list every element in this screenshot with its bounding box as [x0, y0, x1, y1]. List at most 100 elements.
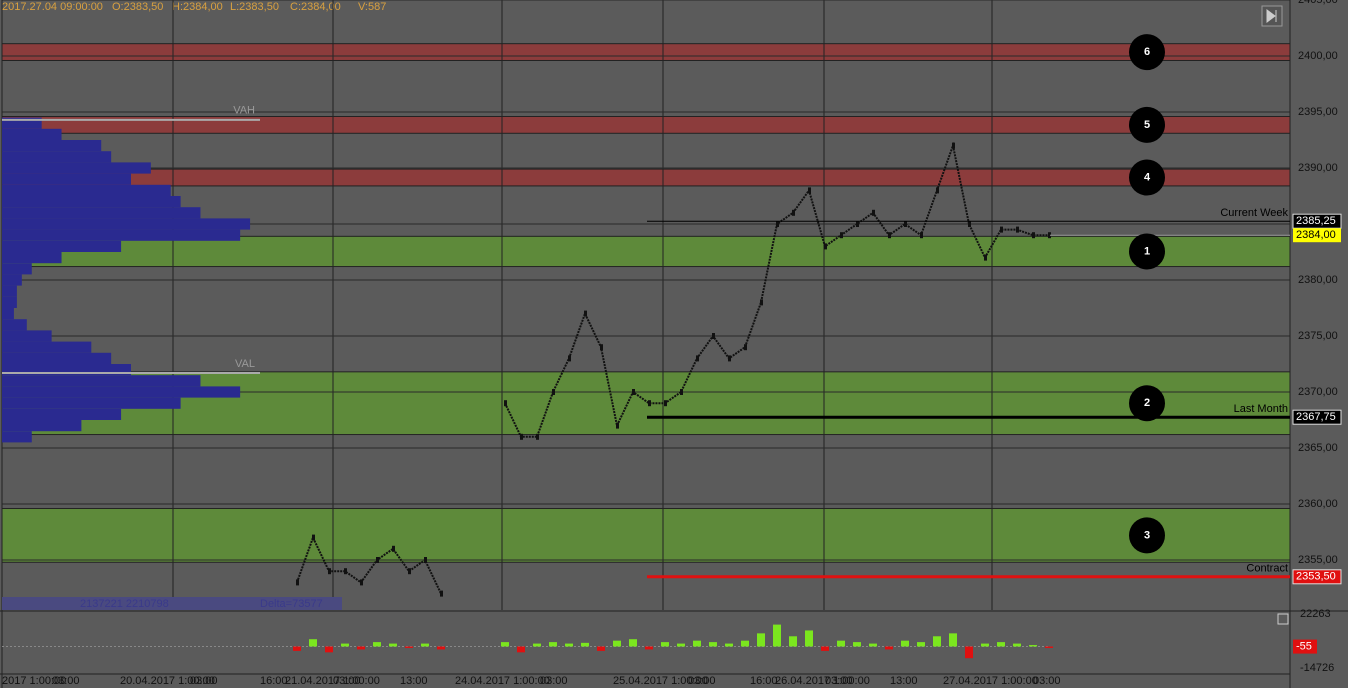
- delta-bar: [837, 640, 845, 647]
- delta-bar: [325, 646, 333, 653]
- profile-bar: [2, 151, 112, 163]
- price-bar: [536, 433, 539, 440]
- delta-bar: [533, 643, 541, 647]
- price-bar: [744, 344, 747, 351]
- delta-bar: [725, 643, 733, 647]
- profile-bar: [2, 196, 181, 208]
- zone-label: 2: [1144, 397, 1150, 409]
- price-bar: [776, 221, 779, 227]
- delta-bar: [693, 640, 701, 647]
- x-tick-label: 26.04.2017 1:00:00: [775, 675, 870, 687]
- price-bar: [840, 232, 843, 239]
- header-date: 2017.27.04 09:00:00: [2, 1, 103, 13]
- profile-bar: [2, 408, 122, 420]
- delta-bar: [373, 642, 381, 647]
- header-volume: V:587: [358, 1, 386, 13]
- price-bar: [408, 568, 411, 575]
- delta-bar: [613, 640, 621, 647]
- header: 2017.27.04 09:00:00 O:2383,50 H:2384,00 …: [2, 1, 386, 13]
- x-tick-label: 20.04.2017 1:00:00: [120, 675, 215, 687]
- y-tick-label: 2375,00: [1298, 330, 1338, 342]
- delta-bar: [309, 639, 317, 647]
- profile-bar: [2, 128, 62, 140]
- price-bar: [712, 333, 715, 339]
- delta-bar: [1013, 643, 1021, 647]
- price-tag: [1292, 569, 1342, 585]
- profile-bar: [2, 431, 32, 443]
- vah-label: VAH: [233, 105, 255, 117]
- y-tick-label: 2400,00: [1298, 50, 1338, 62]
- price-line: [296, 534, 442, 595]
- delta-bar: [997, 642, 1005, 647]
- level-name: Last Month: [1234, 403, 1288, 415]
- delta-bar: [437, 646, 445, 650]
- profile-bar: [2, 375, 201, 387]
- zone-label: 5: [1144, 119, 1150, 131]
- price-bar: [328, 568, 331, 575]
- profile-bar: [2, 319, 27, 331]
- val-label: VAL: [235, 358, 255, 370]
- delta-bar: [821, 646, 829, 651]
- price-bar: [792, 209, 795, 216]
- delta-bar: [677, 643, 685, 647]
- header-low: L:2383,50: [230, 1, 279, 13]
- zone-marker: [1129, 233, 1165, 270]
- delta-bar: [517, 646, 525, 653]
- level-name: Current Week: [1220, 207, 1288, 219]
- profile-bar: [2, 240, 122, 252]
- profile-bar: [2, 308, 14, 320]
- zone: [1, 168, 1291, 187]
- delta-bar: [901, 640, 909, 647]
- price-bar: [728, 355, 731, 362]
- profile-bar: [2, 229, 241, 241]
- delta-bar: [981, 643, 989, 647]
- profile-bar: [2, 184, 171, 196]
- price-bar: [824, 243, 827, 250]
- x-tick-label: 13:00: [890, 675, 918, 687]
- price-bar: [344, 568, 347, 575]
- zone-marker: [1129, 385, 1165, 422]
- price-tag: [1292, 409, 1342, 425]
- zone-label: 4: [1144, 171, 1151, 183]
- profile-bar: [2, 420, 82, 432]
- price-bar: [696, 355, 699, 362]
- delta-bar: [1045, 646, 1053, 648]
- header-close: C:2384,00: [290, 1, 341, 13]
- zone: [1, 507, 1291, 563]
- price-bar: [648, 400, 651, 407]
- y-tick-label: 2390,00: [1298, 162, 1338, 174]
- profile-bar: [2, 341, 92, 353]
- price-bar: [904, 221, 907, 227]
- delta-close-button[interactable]: [1277, 613, 1289, 625]
- y-tick-label: 2355,00: [1298, 554, 1338, 566]
- price-bar: [968, 221, 971, 227]
- delta-bar: [293, 646, 301, 651]
- delta-bar: [709, 642, 717, 647]
- price-tag-label: 2385,25: [1296, 215, 1336, 227]
- price-bar: [664, 400, 667, 407]
- price-bar: [1016, 226, 1019, 233]
- y-tick-label: 2395,00: [1298, 106, 1338, 118]
- delta-bar: [597, 646, 605, 651]
- price-tag: [1293, 228, 1341, 243]
- profile-bar: [2, 117, 42, 129]
- zone-marker: [1129, 34, 1165, 71]
- delta-bar: [405, 646, 413, 648]
- zone-label: 6: [1144, 46, 1150, 58]
- y-tick-label: 2365,00: [1298, 442, 1338, 454]
- price-bar: [920, 232, 923, 239]
- delta-bar: [1029, 645, 1037, 647]
- price-bar: [600, 344, 603, 351]
- delta-bar: [965, 646, 973, 659]
- x-tick-label: 03:00: [52, 675, 80, 687]
- delta-last: -55: [1296, 640, 1312, 652]
- price-bar: [872, 209, 875, 216]
- x-tick-label: 24.04.2017 1:00:00: [455, 675, 550, 687]
- price-bar: [632, 389, 635, 395]
- zone-label: 1: [1144, 245, 1150, 257]
- header-high: H:2384,00: [172, 1, 223, 13]
- price-bar: [936, 187, 939, 194]
- x-tick-label: 16:00: [260, 675, 288, 687]
- y-tick-label: 2405,00: [1298, 0, 1338, 6]
